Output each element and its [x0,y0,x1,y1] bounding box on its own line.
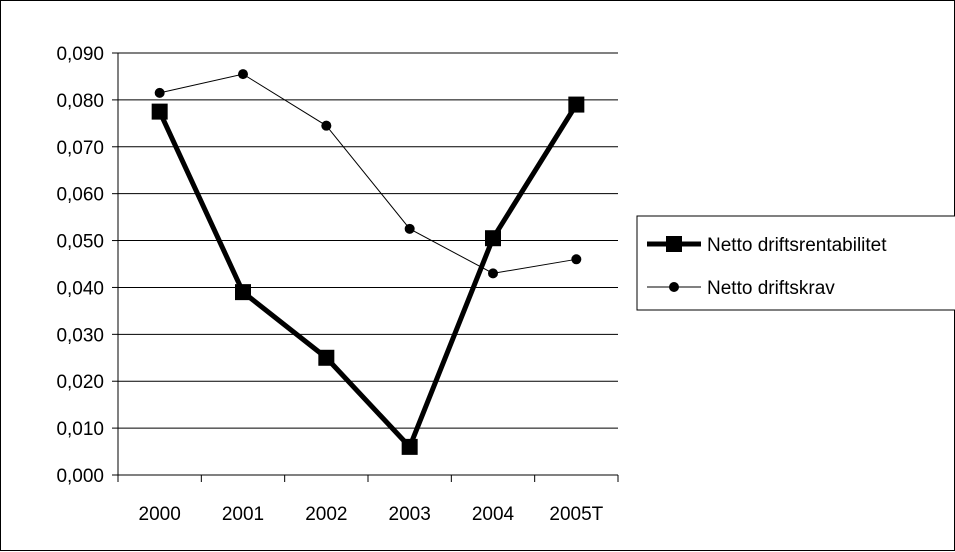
x-tick-label: 2004 [472,504,515,525]
data-point-circle [571,254,582,265]
legend: Netto driftsrentabilitet Netto driftskrav [636,215,955,311]
x-tick-labels: 2000 2001 2002 2003 2004 2005T [139,504,604,525]
y-tick-label: 0,050 [56,232,104,253]
axes [112,52,619,482]
legend-marker-square [666,236,682,252]
y-tick-label: 0,090 [56,44,104,65]
data-point-square [318,349,335,366]
x-tick-label: 2002 [305,504,347,525]
data-point-square [485,230,501,247]
legend-marker-circle [669,282,679,292]
series-line-1 [157,103,579,452]
data-point-square [401,438,418,455]
series-lines [151,69,585,455]
y-tick-label: 0,030 [56,325,104,346]
data-point-circle [404,223,415,234]
data-point-square [151,103,168,120]
data-point-circle [154,87,165,98]
y-tick-label: 0,010 [56,419,104,440]
data-point-circle [238,69,248,80]
x-tick-label: 2001 [222,504,264,525]
x-tick-label: 2000 [139,504,181,525]
gridlines [118,52,618,429]
y-tick-label: 0,020 [56,372,104,393]
y-tick-label: 0,040 [56,278,104,299]
x-tick-label: 2005T [549,504,603,525]
legend-label: Netto driftsrentabilitet [707,235,887,256]
series-line-2 [159,73,577,274]
data-point-square [235,284,251,301]
data-point-square [568,96,585,113]
legend-label: Netto driftskrav [707,278,835,299]
legend-box [636,215,955,311]
x-tick-label: 2003 [389,504,431,525]
y-tick-label: 0,070 [56,138,104,159]
y-tick-labels: 0,000 0,010 0,020 0,030 0,040 0,050 0,060 0,070… [56,44,104,487]
data-point-circle [488,268,498,279]
y-tick-label: 0,080 [56,91,104,112]
y-tick-label: 0,000 [56,466,104,487]
y-tick-label: 0,060 [56,185,104,206]
data-point-circle [321,120,332,131]
